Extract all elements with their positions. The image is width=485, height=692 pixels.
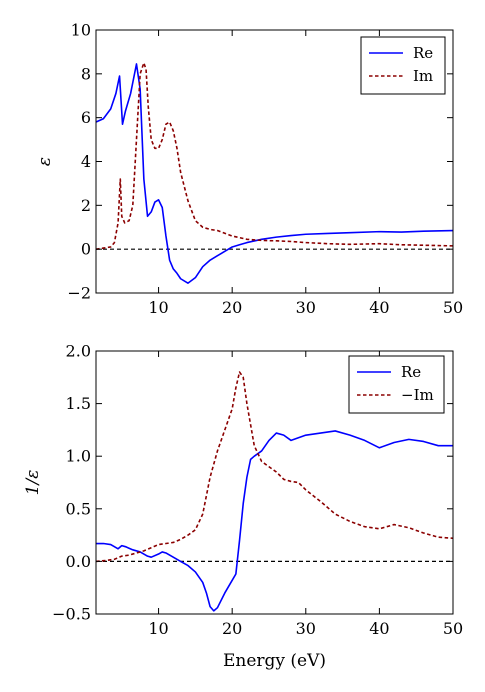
x-tick-label: 30 [296,619,316,638]
y-tick-label: 10 [71,21,91,40]
y-tick-label: 4 [81,152,91,171]
x-tick-label: 20 [222,298,242,317]
x-tick-label: 40 [369,298,389,317]
y-tick-label: 1.0 [66,447,91,466]
y-axis-label: 1/ε [23,470,43,496]
legend-box [360,36,446,95]
y-tick-label: 0.5 [66,499,91,518]
legend-label-re: Re [413,44,433,62]
series-line-im [96,371,453,563]
x-tick-label: 10 [148,298,168,317]
y-tick-label: 2 [81,196,91,215]
y-tick-label: 6 [81,108,91,127]
chart-panel-1: 10 20 30 40 50 −2 0 2 4 6 8 10 ε Re Im [35,21,463,318]
x-tick-label: 10 [148,619,168,638]
legend: Re −Im [348,355,445,414]
x-tick-label: 50 [443,298,463,317]
y-tick-label: 0 [81,240,91,259]
y-tick-label: −0.5 [52,605,91,624]
x-axis-label: Energy (eV) [223,651,326,671]
legend-label-im: Im [413,67,433,85]
series-line-re [96,63,453,284]
y-tick-label: 8 [81,64,91,83]
legend-box [348,355,445,414]
y-axis-label: ε [35,157,55,166]
legend-label-im: −Im [401,386,434,404]
series-line-re [96,430,453,612]
series-line-im [96,62,453,250]
chart-panel-2: 10 20 30 40 50 −0.5 0.0 0.5 1.0 1.5 2.0 1/ε Energy (… [23,342,463,672]
x-tick-label: 30 [296,298,316,317]
legend: Re Im [360,36,446,95]
legend-label-re: Re [401,363,421,381]
y-tick-label: 2.0 [66,342,91,361]
x-tick-label: 40 [369,619,389,638]
y-tick-label: 0.0 [66,552,91,571]
y-tick-label: 1.5 [66,394,91,413]
y-tick-label: −2 [67,284,91,303]
x-tick-label: 50 [443,619,463,638]
x-tick-label: 20 [222,619,242,638]
plot-frame [95,350,454,615]
